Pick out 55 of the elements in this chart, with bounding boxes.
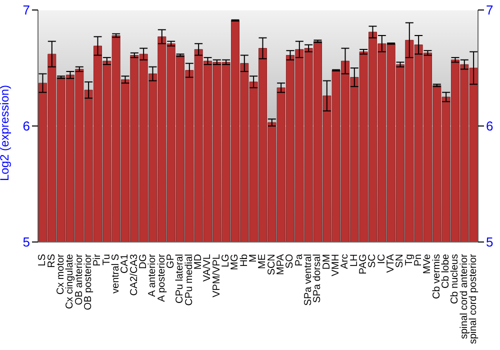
x-tick-label: spinal cord anterior bbox=[458, 253, 470, 340]
y-tick-label: 7 bbox=[22, 2, 30, 18]
x-tick-label: IC bbox=[376, 254, 388, 264]
x-tick-label: LG bbox=[220, 254, 232, 268]
x-tick-label: SC bbox=[367, 254, 378, 268]
x-tick-label: DM bbox=[321, 254, 332, 270]
x-tick-label: RS bbox=[46, 254, 58, 268]
x-tick-label: spinal cord posterior bbox=[468, 253, 479, 344]
x-tick-label: VA/VL bbox=[202, 254, 214, 282]
x-tick-label: CA2/CA3 bbox=[128, 254, 140, 296]
x-tick-label: SCN bbox=[266, 254, 278, 276]
y-tick-label: 6 bbox=[22, 118, 30, 134]
y-tick-label: 5 bbox=[22, 234, 30, 250]
x-tick-label: Hb bbox=[238, 254, 250, 267]
x-tick-label: MVe bbox=[422, 254, 434, 274]
y-axis-title: Log2 (expression) bbox=[0, 84, 12, 181]
x-tick-label: VPM/VPL bbox=[211, 254, 222, 298]
x-tick-label: M bbox=[248, 254, 259, 262]
x-tick-label: Pn bbox=[412, 254, 424, 266]
x-tick-label: Cb nucleus bbox=[450, 254, 461, 304]
x-tick-label: Cb lobe bbox=[440, 254, 452, 288]
y2-tick-label: 6 bbox=[486, 118, 494, 134]
x-tick-label: CPu lateral bbox=[174, 254, 186, 304]
x-tick-label: VTA bbox=[385, 254, 396, 273]
x-tick-label: OB posterior bbox=[82, 253, 94, 310]
x-tick-label: SPa dorsal bbox=[312, 254, 324, 303]
x-tick-label: Cx motor bbox=[55, 253, 66, 295]
x-tick-label: ventral S bbox=[110, 254, 122, 294]
x-tick-label: Cb vermis bbox=[431, 254, 442, 300]
x-tick-label: Cx cingulate bbox=[64, 254, 76, 310]
x-tick-label: CPu medial bbox=[184, 254, 195, 306]
x-tick-label: Arc bbox=[340, 254, 351, 269]
x-tick-label: MPA bbox=[275, 254, 286, 275]
x-tick-label: VMH bbox=[330, 254, 342, 276]
y2-tick-label: 5 bbox=[486, 234, 494, 250]
x-tick-label: Tu bbox=[101, 254, 112, 266]
x-tick-label: ME bbox=[257, 254, 268, 269]
x-tick-label: Tg bbox=[404, 254, 415, 266]
x-tick-label: PAG bbox=[358, 254, 369, 274]
x-tick-label: SN bbox=[394, 254, 406, 268]
x-tick-label: Pir bbox=[92, 253, 104, 266]
y2-tick-label: 7 bbox=[486, 2, 494, 18]
x-tick-label: LS bbox=[37, 254, 48, 266]
x-tick-label: SPa ventral bbox=[302, 254, 314, 306]
x-tick-label: SO bbox=[284, 254, 296, 268]
x-tick-label: LH bbox=[348, 254, 360, 267]
x-tick-label: DG bbox=[138, 254, 149, 269]
x-tick-label: CA1 bbox=[120, 254, 131, 274]
x-tick-label: Pa bbox=[294, 254, 305, 266]
x-tick-label: A anterior bbox=[147, 253, 158, 297]
x-tick-label: GP bbox=[165, 254, 176, 268]
x-tick-label: MD bbox=[192, 254, 204, 270]
x-tick-label: MG bbox=[230, 254, 241, 270]
x-tick-label: A posterior bbox=[156, 253, 168, 302]
x-tick-label: OB anterior bbox=[74, 253, 85, 306]
